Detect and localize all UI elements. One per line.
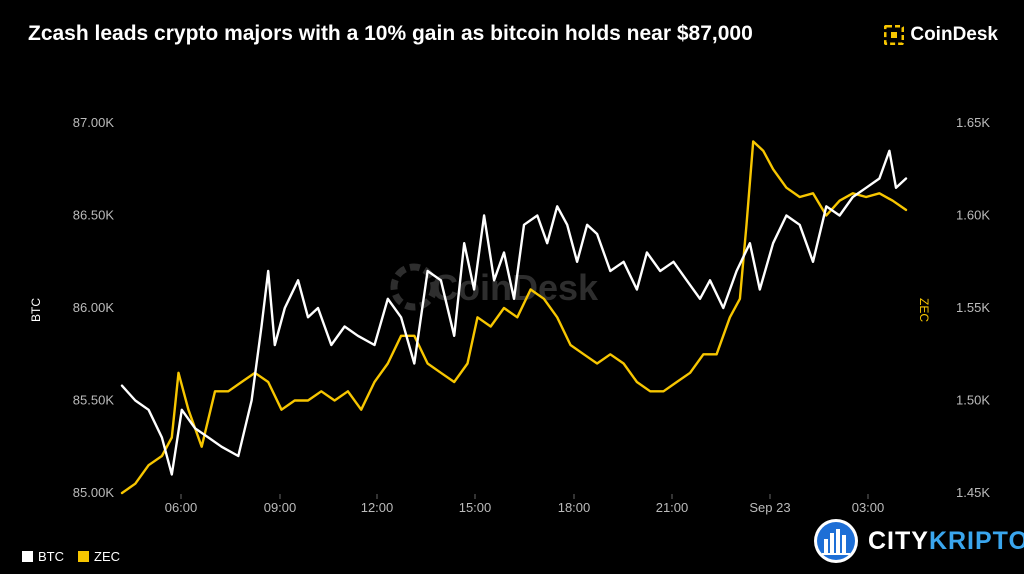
x-tick-label: 21:00 — [656, 500, 689, 515]
watermark-icon — [390, 263, 438, 311]
citykripto-name-part1: CITY — [868, 526, 929, 555]
y-right-tick-label: 1.65K — [956, 115, 990, 130]
right-axis-title: ZEC — [917, 298, 931, 322]
y-left-tick-label: 87.00K — [73, 115, 115, 130]
series-line-btc — [120, 149, 908, 476]
coindesk-brand-icon — [884, 25, 905, 45]
x-tick-label: Sep 23 — [749, 500, 790, 515]
left-axis-title: BTC — [29, 298, 43, 322]
citykripto-name: CITYKRIPTO — [868, 527, 1024, 556]
brand-name: CoinDesk — [910, 24, 998, 45]
x-tick-label: 12:00 — [361, 500, 394, 515]
left-axis: 85.00K 85.50K 86.00K 86.50K 87.00K — [73, 115, 115, 500]
y-left-tick-label: 86.50K — [73, 208, 115, 223]
legend-item-btc: BTC — [22, 549, 64, 564]
legend: BTC ZEC — [22, 549, 120, 564]
y-right-tick-label: 1.60K — [956, 208, 990, 223]
right-axis: 1.45K 1.50K 1.55K 1.60K 1.65K — [956, 115, 990, 500]
legend-label-zec: ZEC — [94, 549, 120, 564]
citykripto-name-part2: KRIPTO — [928, 526, 1024, 555]
legend-item-zec: ZEC — [78, 549, 120, 564]
y-left-tick-label: 85.00K — [73, 485, 115, 500]
x-tick-label: 09:00 — [264, 500, 297, 515]
chart-title: Zcash leads crypto majors with a 10% gai… — [28, 22, 753, 45]
legend-swatch-btc — [22, 551, 33, 562]
x-tick-label: 06:00 — [165, 500, 198, 515]
x-tick-label: 15:00 — [459, 500, 492, 515]
y-left-tick-label: 85.50K — [73, 393, 115, 408]
legend-label-btc: BTC — [38, 549, 64, 564]
legend-swatch-zec — [78, 551, 89, 562]
y-right-tick-label: 1.50K — [956, 393, 990, 408]
x-axis: 06:00 09:00 12:00 15:00 18:00 21:00 Sep 23 03:0… — [165, 494, 885, 515]
y-right-tick-label: 1.55K — [956, 300, 990, 315]
y-left-tick-label: 86.00K — [73, 300, 115, 315]
series-line-zec — [120, 140, 908, 495]
series-layer — [120, 140, 908, 495]
x-tick-label: 18:00 — [558, 500, 591, 515]
coindesk-logo: CoinDesk — [884, 24, 998, 46]
citykripto-icon — [814, 519, 858, 563]
y-right-tick-label: 1.45K — [956, 485, 990, 500]
citykripto-logo: CITYKRIPTO — [812, 517, 1024, 565]
x-tick-label: 03:00 — [852, 500, 885, 515]
